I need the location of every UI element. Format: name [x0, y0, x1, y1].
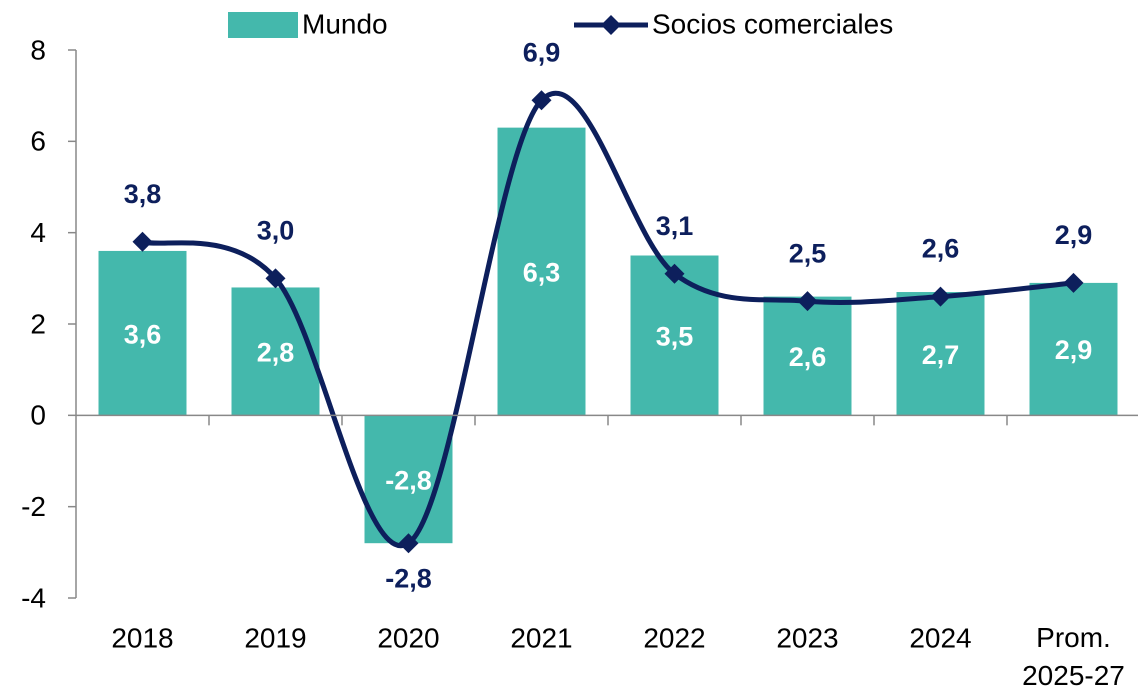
legend-swatch: [601, 15, 621, 35]
data-label: 3,6: [124, 319, 162, 349]
bar: [231, 287, 320, 416]
x-tick-label: 2024: [909, 622, 971, 653]
bar: [1029, 282, 1118, 416]
data-label: -2,8: [385, 465, 432, 495]
line-marker: [664, 263, 685, 284]
y-tick-label: -2: [21, 491, 46, 522]
data-label: 3,1: [656, 211, 694, 241]
line-marker: [531, 90, 552, 111]
data-label: 2,6: [922, 234, 960, 264]
line-marker: [797, 291, 818, 312]
data-label: 6,9: [523, 37, 561, 67]
data-label: 3,0: [257, 215, 295, 245]
y-tick-label: 0: [30, 400, 46, 431]
data-label: 2,6: [789, 342, 827, 372]
legend-swatch: [228, 12, 298, 38]
x-tick-label: 2018: [111, 622, 173, 653]
y-tick-label: -4: [21, 582, 46, 613]
data-label: 3,5: [656, 322, 694, 352]
x-tick-label: 2022: [643, 622, 705, 653]
line-marker: [265, 268, 286, 289]
line-marker: [132, 231, 153, 252]
data-label: 2,5: [789, 238, 827, 268]
line-marker: [398, 533, 419, 554]
bar: [763, 296, 852, 416]
y-tick-label: 8: [30, 34, 46, 65]
x-tick-label: 2019: [244, 622, 306, 653]
data-label: 2,9: [1055, 220, 1093, 250]
legend-label: Socios comerciales: [652, 8, 893, 39]
bar: [98, 250, 187, 416]
x-tick-label: 2023: [776, 622, 838, 653]
data-label: -2,8: [385, 563, 432, 593]
data-label: 2,7: [922, 340, 960, 370]
y-tick-label: 2: [30, 308, 46, 339]
line-marker: [1063, 272, 1084, 293]
x-tick-label: Prom. 2025-27: [1022, 622, 1125, 691]
y-tick-label: 6: [30, 126, 46, 157]
legend-label: Mundo: [302, 8, 388, 39]
data-label: 3,8: [124, 179, 162, 209]
x-tick-label: 2020: [377, 622, 439, 653]
data-label: 2,9: [1055, 335, 1093, 365]
bar: [896, 292, 985, 416]
y-tick-label: 4: [30, 217, 46, 248]
line-marker: [930, 286, 951, 307]
x-tick-label: 2021: [510, 622, 572, 653]
data-label: 2,8: [257, 338, 295, 368]
data-label: 6,3: [523, 258, 561, 288]
